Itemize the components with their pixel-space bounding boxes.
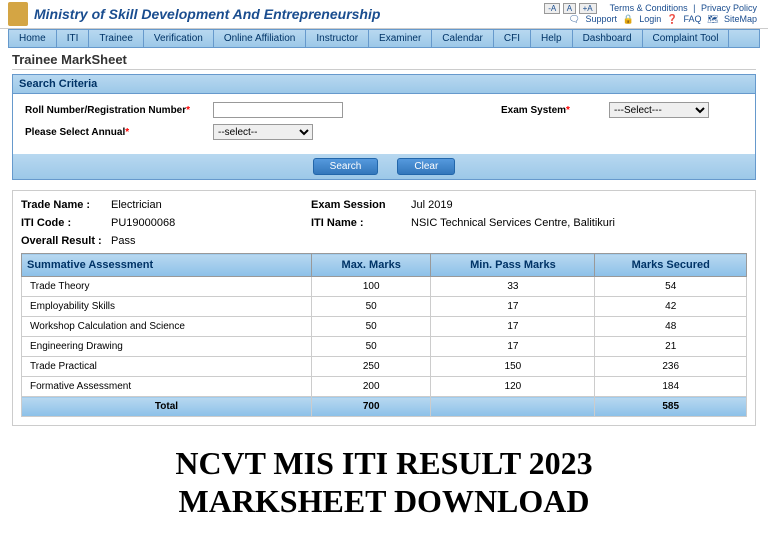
bottom-line2: MARKSHEET DOWNLOAD (12, 482, 756, 520)
nav-help[interactable]: Help (531, 30, 573, 47)
nav-instructor[interactable]: Instructor (306, 30, 369, 47)
bottom-title: NCVT MIS ITI RESULT 2023 MARKSHEET DOWNL… (0, 432, 768, 533)
sitemap-link[interactable]: SiteMap (724, 14, 757, 24)
roll-label: Roll Number/Registration Number* (25, 105, 205, 116)
cell-secured: 21 (595, 337, 747, 357)
session-label: Exam Session (311, 199, 411, 211)
font-increase-button[interactable]: +A (579, 3, 597, 14)
cell-secured: 236 (595, 357, 747, 377)
emblem-icon (8, 2, 28, 26)
cell-min: 17 (431, 337, 595, 357)
total-secured: 585 (595, 397, 747, 417)
exam-label: Exam System* (501, 105, 601, 116)
th-secured: Marks Secured (595, 254, 747, 277)
iti-code-label: ITI Code : (21, 217, 111, 229)
nav-home[interactable]: Home (9, 30, 57, 47)
overall-value: Pass (111, 235, 135, 247)
nav-bar: Home ITI Trainee Verification Online Aff… (8, 29, 760, 48)
cell-min: 150 (431, 357, 595, 377)
cell-max: 200 (312, 377, 431, 397)
button-row: Search Clear (13, 154, 755, 179)
table-row: Trade Theory1003354 (22, 277, 747, 297)
nav-iti[interactable]: ITI (57, 30, 90, 47)
cell-max: 50 (312, 297, 431, 317)
nav-calendar[interactable]: Calendar (432, 30, 494, 47)
annual-select[interactable]: --select-- (213, 124, 313, 140)
cell-max: 250 (312, 357, 431, 377)
bottom-line1: NCVT MIS ITI RESULT 2023 (12, 444, 756, 482)
faq-link[interactable]: FAQ (684, 14, 702, 24)
table-row: Formative Assessment200120184 (22, 377, 747, 397)
login-link[interactable]: Login (639, 14, 661, 24)
cell-min: 17 (431, 317, 595, 337)
total-min (431, 397, 595, 417)
page-title: Trainee MarkSheet (12, 52, 756, 70)
cell-secured: 48 (595, 317, 747, 337)
search-button[interactable]: Search (313, 158, 379, 175)
exam-select[interactable]: ---Select--- (609, 102, 709, 118)
support-link[interactable]: Support (586, 14, 618, 24)
header-bar: Ministry of Skill Development And Entrep… (0, 0, 768, 29)
cell-min: 33 (431, 277, 595, 297)
trade-value: Electrician (111, 199, 311, 211)
terms-link[interactable]: Terms & Conditions (610, 3, 688, 13)
table-row: Workshop Calculation and Science501748 (22, 317, 747, 337)
cell-subject: Employability Skills (22, 297, 312, 317)
th-max: Max. Marks (312, 254, 431, 277)
nav-online-affiliation[interactable]: Online Affiliation (214, 30, 307, 47)
iti-code-value: PU19000068 (111, 217, 311, 229)
marks-table: Summative Assessment Max. Marks Min. Pas… (21, 253, 747, 417)
th-min: Min. Pass Marks (431, 254, 595, 277)
table-row: Employability Skills501742 (22, 297, 747, 317)
cell-max: 50 (312, 337, 431, 357)
nav-trainee[interactable]: Trainee (89, 30, 144, 47)
iti-name-value: NSIC Technical Services Centre, Balitiku… (411, 217, 615, 229)
content-area: Trainee MarkSheet Search Criteria Roll N… (0, 48, 768, 184)
total-label: Total (22, 397, 312, 417)
result-section: Trade Name : Electrician Exam Session Ju… (12, 190, 756, 426)
cell-subject: Trade Theory (22, 277, 312, 297)
total-max: 700 (312, 397, 431, 417)
session-value: Jul 2019 (411, 199, 453, 211)
nav-cfi[interactable]: CFI (494, 30, 531, 47)
cell-secured: 42 (595, 297, 747, 317)
header-left: Ministry of Skill Development And Entrep… (8, 2, 380, 26)
cell-max: 50 (312, 317, 431, 337)
cell-subject: Trade Practical (22, 357, 312, 377)
nav-dashboard[interactable]: Dashboard (573, 30, 643, 47)
cell-max: 100 (312, 277, 431, 297)
nav-examiner[interactable]: Examiner (369, 30, 432, 47)
header-right: -A A +A Terms & Conditions | Privacy Pol… (544, 3, 760, 25)
cell-subject: Engineering Drawing (22, 337, 312, 357)
clear-button[interactable]: Clear (397, 158, 455, 175)
overall-label: Overall Result : (21, 235, 111, 247)
font-normal-button[interactable]: A (563, 3, 576, 14)
table-row: Trade Practical250150236 (22, 357, 747, 377)
search-panel: Search Criteria Roll Number/Registration… (12, 74, 756, 180)
search-header: Search Criteria (13, 75, 755, 94)
cell-subject: Workshop Calculation and Science (22, 317, 312, 337)
ministry-title: Ministry of Skill Development And Entrep… (34, 6, 380, 22)
cell-subject: Formative Assessment (22, 377, 312, 397)
trade-label: Trade Name : (21, 199, 111, 211)
table-row: Engineering Drawing501721 (22, 337, 747, 357)
roll-input[interactable] (213, 102, 343, 118)
privacy-link[interactable]: Privacy Policy (701, 3, 757, 13)
nav-complaint[interactable]: Complaint Tool (643, 30, 730, 47)
annual-label: Please Select Annual* (25, 127, 205, 138)
cell-min: 120 (431, 377, 595, 397)
search-body: Roll Number/Registration Number* Exam Sy… (13, 94, 755, 154)
cell-min: 17 (431, 297, 595, 317)
cell-secured: 184 (595, 377, 747, 397)
nav-verification[interactable]: Verification (144, 30, 214, 47)
font-decrease-button[interactable]: -A (544, 3, 560, 14)
th-subject: Summative Assessment (22, 254, 312, 277)
iti-name-label: ITI Name : (311, 217, 411, 229)
cell-secured: 54 (595, 277, 747, 297)
